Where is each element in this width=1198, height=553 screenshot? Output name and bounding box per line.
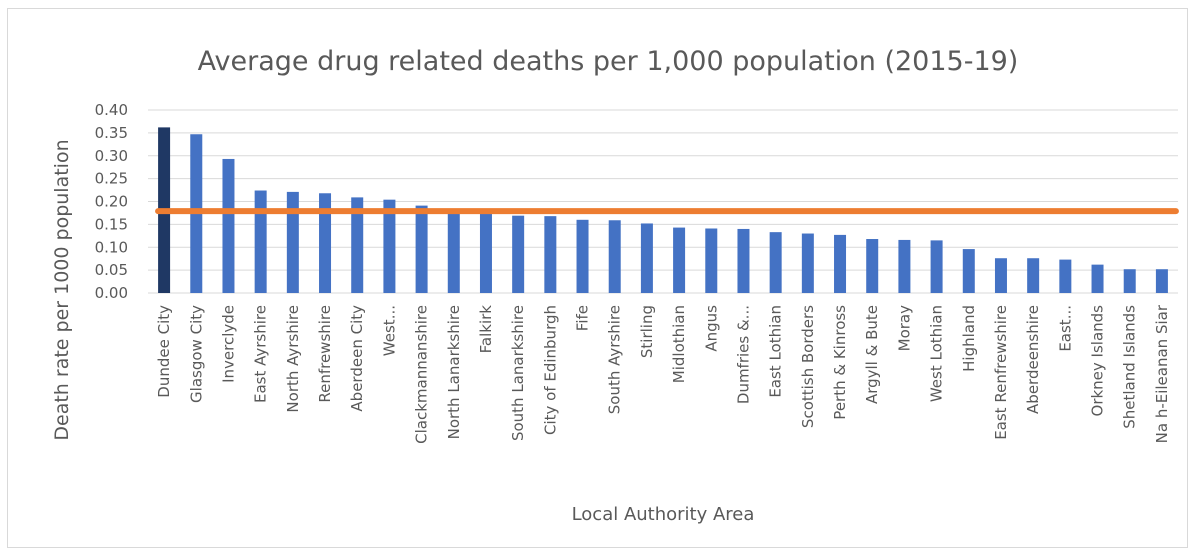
bar <box>319 193 332 293</box>
x-tick-label: Shetland Islands <box>1121 305 1139 429</box>
bar <box>866 239 879 293</box>
y-tick-label: 0.00 <box>95 284 128 302</box>
x-tick-label: Inverclyde <box>219 305 237 383</box>
x-tick-label: Fife <box>574 305 592 331</box>
bar <box>222 158 235 293</box>
x-tick-label: Clackmannanshire <box>413 305 431 444</box>
x-tick-label: West Lothian <box>928 305 946 402</box>
x-tick-label: North Lanarkshire <box>445 305 463 439</box>
x-tick-label: West... <box>380 305 398 356</box>
x-tick-label: Argyll & Bute <box>863 305 881 404</box>
bar <box>673 227 686 293</box>
y-tick-label: 0.35 <box>95 124 128 142</box>
bar <box>994 258 1007 293</box>
x-tick-label: Scottish Borders <box>799 305 817 428</box>
x-tick-label: City of Edinburgh <box>541 305 559 435</box>
y-tick-label: 0.30 <box>95 147 128 165</box>
bar <box>930 240 943 293</box>
x-tick-label: Aberdeen City <box>348 305 366 412</box>
x-tick-label: Falkirk <box>477 305 495 354</box>
x-tick-label: Highland <box>960 305 978 372</box>
bar <box>1155 269 1168 293</box>
x-axis-label: Local Authority Area <box>572 504 755 525</box>
bar <box>737 228 750 293</box>
bar <box>512 215 525 293</box>
y-axis-ticks: 0.00 0.05 0.10 0.15 0.20 0.25 0.30 0.35 0.40 <box>95 101 128 302</box>
y-tick-label: 0.40 <box>95 101 128 119</box>
y-tick-label: 0.05 <box>95 261 128 279</box>
x-tick-label: Na h-Eileanan Siar <box>1153 304 1171 443</box>
x-tick-label: East Renfrewshire <box>992 305 1010 440</box>
bar <box>705 228 718 293</box>
x-axis-ticks: Dundee City Glasgow City Inverclyde East Ay… <box>155 304 1171 444</box>
bar <box>608 220 621 293</box>
bar <box>769 232 782 293</box>
bar <box>415 205 428 293</box>
bar <box>1027 258 1040 293</box>
bar <box>254 190 267 293</box>
x-tick-label: East Lothian <box>767 305 785 398</box>
x-tick-label: Orkney Islands <box>1089 305 1107 417</box>
x-tick-label: South Ayrshire <box>606 305 624 414</box>
x-tick-label: Renfrewshire <box>316 305 334 403</box>
bar <box>544 216 557 293</box>
bar <box>640 223 653 293</box>
x-tick-label: Dumfries &... <box>734 305 752 404</box>
bar <box>834 234 847 293</box>
bar <box>383 199 396 293</box>
x-tick-label: Perth & Kinross <box>831 305 849 420</box>
x-tick-label: Moray <box>895 305 913 351</box>
bar <box>801 233 814 293</box>
bar <box>962 249 975 293</box>
y-axis-label: Death rate per 1000 population <box>51 139 73 440</box>
bar <box>1091 264 1104 293</box>
x-tick-label: South Lanarkshire <box>509 305 527 441</box>
x-tick-label: East Ayrshire <box>252 305 270 403</box>
chart-title: Average drug related deaths per 1,000 po… <box>198 46 1019 77</box>
bar <box>1123 269 1136 293</box>
bar <box>286 191 299 293</box>
y-tick-label: 0.15 <box>95 215 128 233</box>
bar <box>898 239 911 293</box>
x-tick-label: Midlothian <box>670 305 688 383</box>
bar <box>351 197 364 293</box>
x-tick-label: North Ayrshire <box>284 305 302 413</box>
y-tick-label: 0.25 <box>95 170 128 188</box>
bar <box>1059 259 1072 293</box>
bar <box>479 211 492 293</box>
bar <box>447 210 460 293</box>
x-tick-label: Dundee City <box>155 305 173 398</box>
x-tick-label: Glasgow City <box>187 305 205 403</box>
x-tick-label: Angus <box>702 305 720 352</box>
gridlines <box>148 109 1178 294</box>
chart-frame <box>7 8 1188 548</box>
x-tick-label: Stirling <box>638 305 656 358</box>
x-tick-label: East... <box>1056 305 1074 352</box>
x-tick-label: Aberdeenshire <box>1024 305 1042 414</box>
y-tick-label: 0.10 <box>95 238 128 256</box>
bar <box>576 219 589 293</box>
y-tick-label: 0.20 <box>95 193 128 211</box>
